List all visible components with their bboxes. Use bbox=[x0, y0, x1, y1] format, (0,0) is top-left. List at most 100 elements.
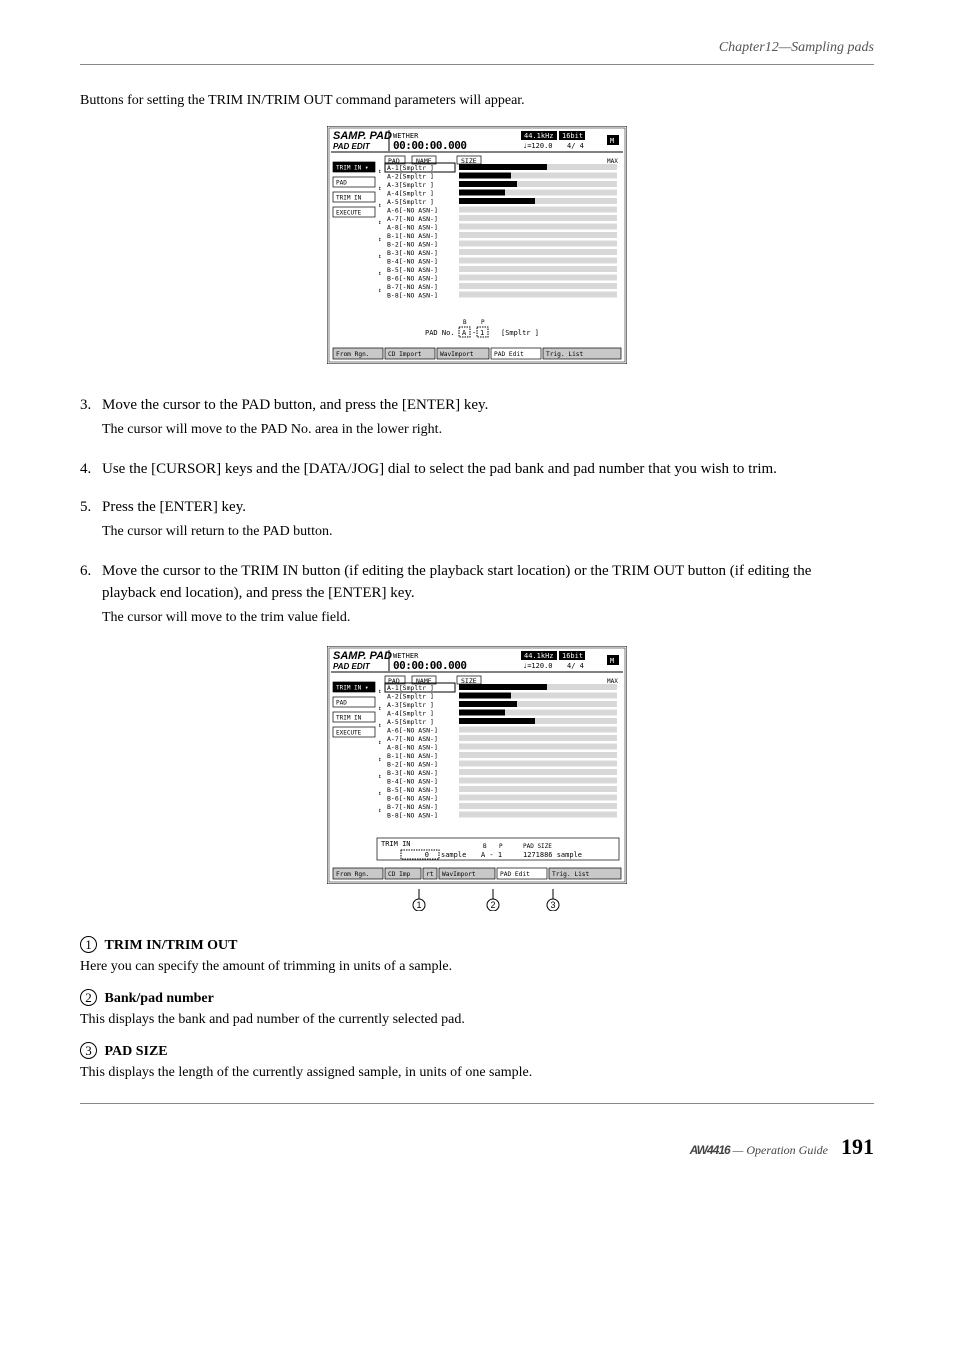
svg-text:SAMP. PAD: SAMP. PAD bbox=[333, 650, 392, 662]
svg-text:44.1kHz: 44.1kHz bbox=[524, 652, 554, 660]
svg-text:A-3[Smpltr ]: A-3[Smpltr ] bbox=[387, 701, 434, 709]
svg-text:B-1[-NO ASN-]: B-1[-NO ASN-] bbox=[387, 232, 438, 240]
svg-text:A-5[Smpltr ]: A-5[Smpltr ] bbox=[387, 718, 434, 726]
callout-body: This displays the bank and pad number of… bbox=[80, 1009, 874, 1030]
svg-text:16bit: 16bit bbox=[562, 132, 583, 140]
svg-text:A-8[-NO ASN-]: A-8[-NO ASN-] bbox=[387, 224, 438, 232]
intro-paragraph: Buttons for setting the TRIM IN/TRIM OUT… bbox=[80, 90, 874, 111]
svg-text:B-2[-NO ASN-]: B-2[-NO ASN-] bbox=[387, 241, 438, 249]
page-number: 191 bbox=[841, 1134, 874, 1159]
step-description: The cursor will return to the PAD button… bbox=[102, 521, 874, 542]
step-description: The cursor will move to the PAD No. area… bbox=[102, 419, 874, 440]
svg-text:↕: ↕ bbox=[378, 688, 382, 695]
lcd-screenshot-2: SAMP. PAD PAD EDIT WETHER 00:00:00.000 4… bbox=[80, 646, 874, 911]
svg-text:SIZE: SIZE bbox=[461, 157, 477, 165]
svg-text:B-3[-NO ASN-]: B-3[-NO ASN-] bbox=[387, 769, 438, 777]
svg-text:PAD Edit: PAD Edit bbox=[494, 351, 524, 358]
svg-text:↕: ↕ bbox=[378, 773, 382, 780]
svg-text:↕: ↕ bbox=[378, 185, 382, 192]
svg-text:WavImport: WavImport bbox=[442, 871, 476, 878]
svg-text:CD Import: CD Import bbox=[388, 351, 422, 358]
svg-text:B-8[-NO ASN-]: B-8[-NO ASN-] bbox=[387, 292, 438, 300]
svg-text:B-3[-NO ASN-]: B-3[-NO ASN-] bbox=[387, 249, 438, 257]
svg-text:PAD Edit: PAD Edit bbox=[500, 871, 530, 878]
svg-text:A-7[-NO ASN-]: A-7[-NO ASN-] bbox=[387, 215, 438, 223]
svg-text:44.1kHz: 44.1kHz bbox=[524, 132, 554, 140]
svg-text:Trig. List: Trig. List bbox=[546, 351, 584, 358]
svg-text:↕: ↕ bbox=[378, 219, 382, 226]
svg-text:↕: ↕ bbox=[378, 722, 382, 729]
svg-text:A-4[Smpltr ]: A-4[Smpltr ] bbox=[387, 190, 434, 198]
svg-text:TRIM IN ▾: TRIM IN ▾ bbox=[336, 684, 369, 691]
svg-text:TRIM IN ▾: TRIM IN ▾ bbox=[336, 165, 369, 172]
model-logo: AW4416 bbox=[690, 1143, 730, 1157]
svg-text:[Smpltr ]: [Smpltr ] bbox=[501, 329, 539, 337]
svg-text:A-4[Smpltr ]: A-4[Smpltr ] bbox=[387, 709, 434, 717]
svg-text:EXECUTE: EXECUTE bbox=[336, 729, 362, 736]
svg-text:4/ 4: 4/ 4 bbox=[567, 662, 584, 670]
svg-text:sample: sample bbox=[441, 851, 466, 859]
svg-text:↕: ↕ bbox=[378, 807, 382, 814]
callout-body: Here you can specify the amount of trimm… bbox=[80, 956, 874, 977]
svg-text:↕: ↕ bbox=[378, 287, 382, 294]
page-footer: AW4416 — Operation Guide 191 bbox=[80, 1134, 874, 1160]
svg-text:1: 1 bbox=[416, 900, 421, 910]
chapter-header: Chapter12—Sampling pads bbox=[80, 40, 874, 56]
svg-text:A-3[Smpltr ]: A-3[Smpltr ] bbox=[387, 181, 434, 189]
step-heading: 6.Move the cursor to the TRIM IN button … bbox=[80, 560, 874, 605]
svg-text:B-5[-NO ASN-]: B-5[-NO ASN-] bbox=[387, 266, 438, 274]
svg-text:WavImport: WavImport bbox=[440, 351, 474, 358]
svg-text:MAX: MAX bbox=[607, 678, 618, 685]
svg-text:16bit: 16bit bbox=[562, 652, 583, 660]
svg-text:3: 3 bbox=[550, 900, 555, 910]
svg-text:B-5[-NO ASN-]: B-5[-NO ASN-] bbox=[387, 786, 438, 794]
svg-text:1: 1 bbox=[480, 329, 484, 337]
svg-text:B-7[-NO ASN-]: B-7[-NO ASN-] bbox=[387, 283, 438, 291]
svg-text:↕: ↕ bbox=[378, 739, 382, 746]
svg-text:B-7[-NO ASN-]: B-7[-NO ASN-] bbox=[387, 803, 438, 811]
svg-text:PAD EDIT: PAD EDIT bbox=[333, 662, 371, 671]
svg-text:↕: ↕ bbox=[378, 790, 382, 797]
svg-text:↕: ↕ bbox=[378, 236, 382, 243]
svg-text:B-6[-NO ASN-]: B-6[-NO ASN-] bbox=[387, 794, 438, 802]
svg-text:A-8[-NO ASN-]: A-8[-NO ASN-] bbox=[387, 743, 438, 751]
svg-text:-: - bbox=[472, 329, 476, 337]
svg-text:↕: ↕ bbox=[378, 168, 382, 175]
svg-text:↕: ↕ bbox=[378, 756, 382, 763]
svg-text:TRIM IN: TRIM IN bbox=[336, 195, 362, 202]
callout-heading: 3 PAD SIZE bbox=[80, 1042, 874, 1060]
svg-text:PAD: PAD bbox=[336, 180, 347, 187]
footer-rule bbox=[80, 1103, 874, 1104]
svg-text:TRIM IN: TRIM IN bbox=[381, 840, 411, 848]
svg-text:A-6[-NO ASN-]: A-6[-NO ASN-] bbox=[387, 726, 438, 734]
svg-text:PAD: PAD bbox=[336, 699, 347, 706]
svg-text:B-4[-NO ASN-]: B-4[-NO ASN-] bbox=[387, 777, 438, 785]
svg-text:2: 2 bbox=[490, 900, 495, 910]
svg-text:00:00:00.000: 00:00:00.000 bbox=[393, 659, 466, 672]
step-heading: 4.Use the [CURSOR] keys and the [DATA/JO… bbox=[80, 458, 874, 481]
svg-text:0: 0 bbox=[425, 851, 429, 859]
svg-text:A-1[Smpltr ]: A-1[Smpltr ] bbox=[387, 164, 434, 172]
svg-text:P: P bbox=[481, 319, 485, 326]
guide-label: — Operation Guide bbox=[730, 1143, 828, 1157]
svg-text:1271886 sample: 1271886 sample bbox=[523, 851, 582, 859]
svg-text:♩=120.0: ♩=120.0 bbox=[523, 662, 553, 670]
svg-text:TRIM IN: TRIM IN bbox=[336, 714, 362, 721]
svg-text:M: M bbox=[610, 137, 614, 145]
step-heading: 5.Press the [ENTER] key. bbox=[80, 496, 874, 519]
svg-text:B-1[-NO ASN-]: B-1[-NO ASN-] bbox=[387, 752, 438, 760]
svg-text:EXECUTE: EXECUTE bbox=[336, 210, 362, 217]
svg-text:B: B bbox=[483, 843, 487, 850]
svg-text:00:00:00.000: 00:00:00.000 bbox=[393, 139, 466, 152]
svg-text:PAD No.: PAD No. bbox=[425, 329, 455, 337]
svg-text:P: P bbox=[499, 843, 503, 850]
header-rule bbox=[80, 64, 874, 65]
svg-text:From Rgn.: From Rgn. bbox=[336, 351, 370, 358]
svg-text:A - 1: A - 1 bbox=[481, 851, 502, 859]
svg-text:B-2[-NO ASN-]: B-2[-NO ASN-] bbox=[387, 760, 438, 768]
callout-heading: 2 Bank/pad number bbox=[80, 989, 874, 1007]
svg-text:A-2[Smpltr ]: A-2[Smpltr ] bbox=[387, 173, 434, 181]
svg-text:PAD SIZE: PAD SIZE bbox=[523, 843, 552, 850]
svg-text:↕: ↕ bbox=[378, 270, 382, 277]
callout-body: This displays the length of the currentl… bbox=[80, 1062, 874, 1083]
